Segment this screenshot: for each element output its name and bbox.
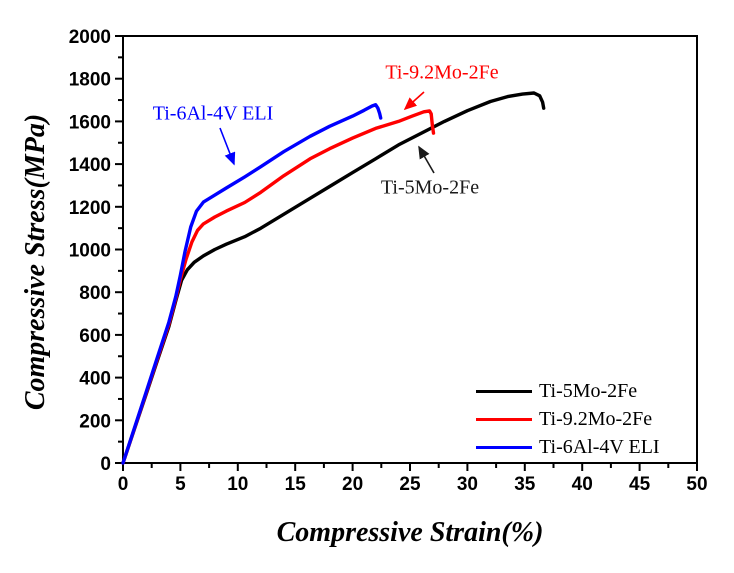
x-tick-label: 15 bbox=[285, 474, 307, 495]
y-axis-title: Compressive Stress(MPa) bbox=[20, 113, 51, 411]
y-tick-label: 400 bbox=[79, 369, 111, 390]
y-tick-label: 800 bbox=[79, 283, 111, 304]
series-line-ti-9-2mo-2fe bbox=[121, 109, 436, 465]
legend-line-swatch-blue bbox=[476, 445, 532, 449]
annotation-arrow-ti-5mo-2fe bbox=[418, 145, 435, 174]
legend-line-swatch-red bbox=[476, 417, 532, 421]
y-tick-label: 1000 bbox=[69, 241, 111, 262]
legend: Ti-5Mo-2Fe Ti-9.2Mo-2Fe Ti-6Al-4V ELI bbox=[476, 377, 660, 461]
x-tick-label: 35 bbox=[514, 474, 536, 495]
annotation-ti-9-2mo-2fe: Ti-9.2Mo-2Fe bbox=[385, 61, 499, 84]
annotation-ti-6al-4v-eli: Ti-6Al-4V ELI bbox=[152, 102, 274, 125]
x-tick-label: 50 bbox=[686, 474, 707, 495]
x-tick-label: 25 bbox=[399, 474, 421, 495]
series-line-ti-6al-4v-eli bbox=[121, 102, 383, 465]
legend-item-ti-6al-4v-eli: Ti-6Al-4V ELI bbox=[476, 433, 660, 461]
y-tick-label: 0 bbox=[100, 454, 111, 475]
x-tick-label: 5 bbox=[175, 474, 186, 495]
legend-label: Ti-5Mo-2Fe bbox=[539, 380, 638, 402]
y-tick-label: 200 bbox=[79, 411, 111, 432]
legend-label: Ti-9.2Mo-2Fe bbox=[539, 408, 653, 430]
legend-item-ti-9-2mo-2fe: Ti-9.2Mo-2Fe bbox=[476, 405, 660, 433]
legend-label: Ti-6Al-4V ELI bbox=[539, 436, 660, 458]
x-tick-label: 0 bbox=[118, 474, 129, 495]
y-tick-label: 1200 bbox=[69, 198, 111, 219]
y-tick-label: 1600 bbox=[69, 112, 111, 133]
y-tick-label: 1800 bbox=[69, 70, 111, 91]
x-tick-label: 30 bbox=[457, 474, 478, 495]
x-tick-label: 45 bbox=[629, 474, 651, 495]
x-tick-label: 20 bbox=[342, 474, 363, 495]
plot-frame bbox=[122, 35, 698, 464]
x-tick-label: 10 bbox=[227, 474, 248, 495]
x-axis-title: Compressive Strain(%) bbox=[276, 517, 544, 548]
legend-item-ti-5mo-2fe: Ti-5Mo-2Fe bbox=[476, 377, 660, 405]
y-tick-label: 600 bbox=[79, 326, 111, 347]
annotation-arrow-ti-6al-4v-eli bbox=[219, 127, 236, 166]
y-tick-label: 1400 bbox=[69, 155, 111, 176]
annotation-ti-5mo-2fe: Ti-5Mo-2Fe bbox=[380, 176, 480, 199]
x-tick-label: 40 bbox=[572, 474, 593, 495]
y-tick-label: 2000 bbox=[69, 27, 111, 48]
legend-line-swatch-black bbox=[476, 389, 532, 393]
annotation-arrow-ti-9-2mo-2fe bbox=[403, 91, 425, 111]
